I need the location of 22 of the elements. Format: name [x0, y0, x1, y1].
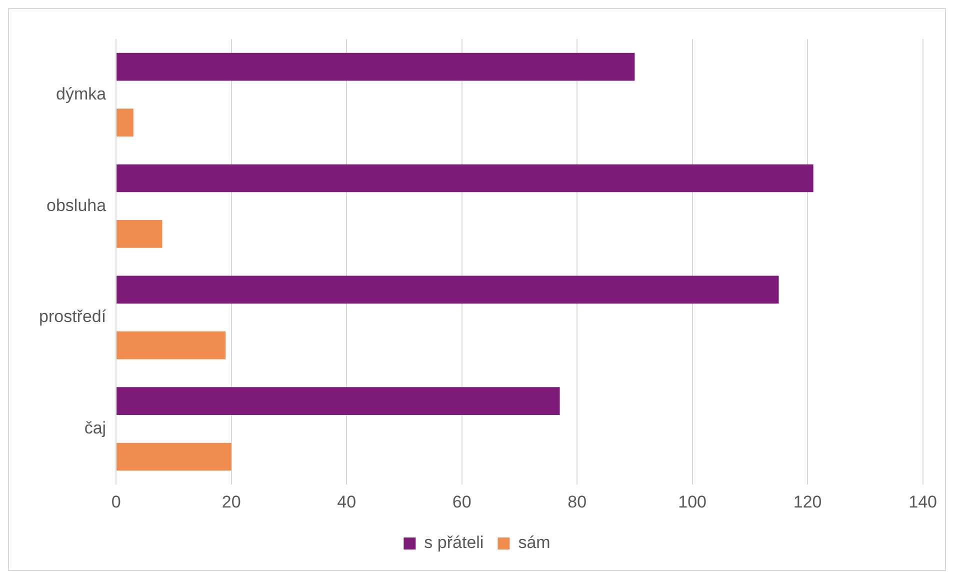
- bar: [116, 220, 162, 248]
- bar: [116, 276, 779, 304]
- bar: [116, 164, 814, 192]
- x-tick-label: 20: [222, 492, 241, 512]
- x-tick-label: 60: [452, 492, 472, 512]
- bar: [116, 442, 232, 471]
- x-tick-label: 40: [337, 492, 356, 512]
- y-tick-label: obsluha: [46, 196, 107, 215]
- x-tick-label: 120: [793, 492, 822, 512]
- bar: [116, 387, 560, 415]
- bar: [116, 331, 226, 360]
- y-tick-label: dýmka: [56, 84, 107, 104]
- x-tick-label: 100: [678, 492, 707, 512]
- x-tick-label: 0: [111, 492, 121, 512]
- legend-label: s přáteli: [424, 533, 484, 552]
- bar: [116, 108, 134, 136]
- y-tick-label: prostředí: [38, 307, 106, 326]
- bar: [116, 52, 635, 81]
- x-tick-label: 80: [568, 492, 587, 512]
- x-tick-label: 140: [908, 492, 938, 512]
- legend-label: sám: [518, 533, 550, 552]
- y-tick-label: čaj: [84, 418, 106, 438]
